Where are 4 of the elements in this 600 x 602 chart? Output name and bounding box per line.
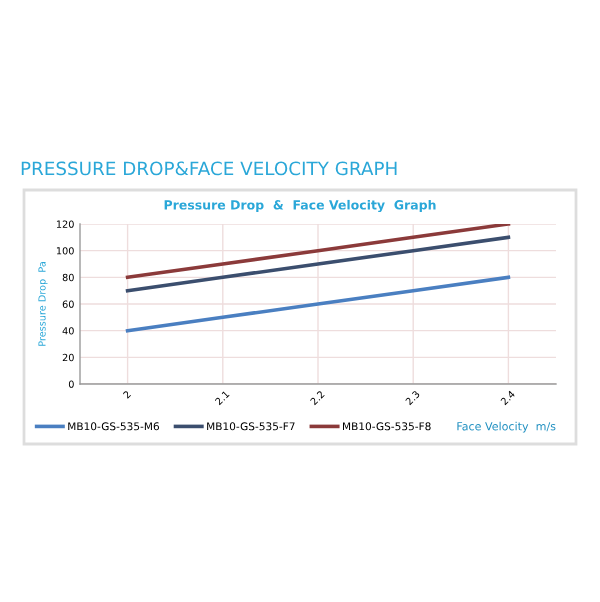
line-series xyxy=(125,275,511,333)
line-series xyxy=(125,235,511,293)
line-series xyxy=(125,224,511,280)
chart-title: PRESSURE DROP&FACE VELOCITY GRAPH xyxy=(21,161,397,176)
